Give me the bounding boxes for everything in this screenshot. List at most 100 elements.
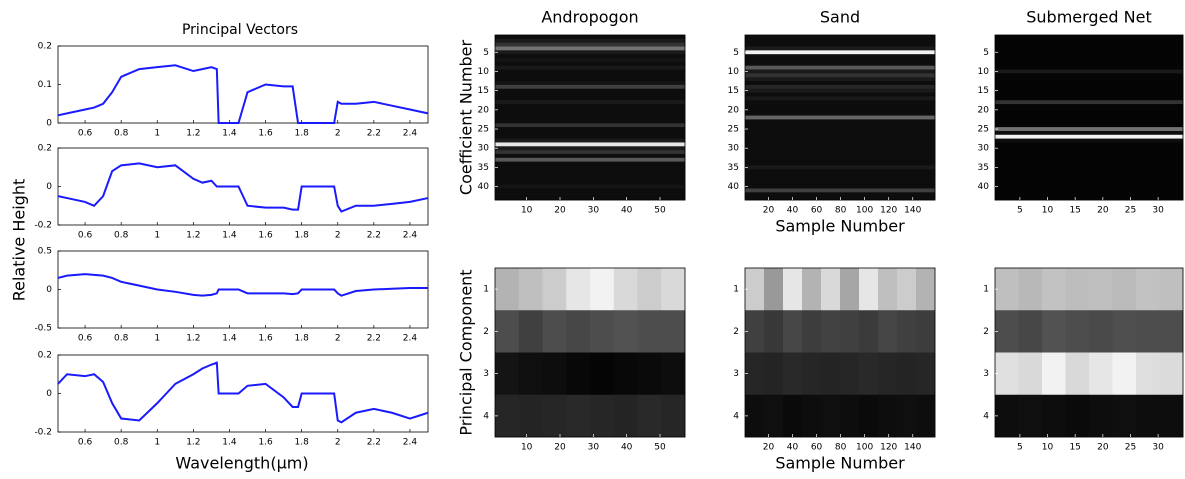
heatmap-cell — [495, 111, 686, 116]
y-tick-label: 2 — [483, 327, 489, 337]
heatmap-cell — [1112, 268, 1137, 311]
y-tick-label: 3 — [483, 369, 489, 379]
heatmap-cell — [1089, 352, 1113, 396]
heatmap-cell — [745, 196, 936, 201]
heatmap-cell — [745, 180, 936, 185]
y-tick-label: 0.2 — [38, 351, 52, 361]
heatmap-cell — [542, 352, 567, 396]
heatmap-cell — [745, 310, 765, 353]
x-tick-label: 25 — [1125, 443, 1136, 453]
heatmap-cell — [897, 394, 917, 438]
heatmap-cell — [745, 161, 936, 166]
x-tick-label: 25 — [1125, 206, 1136, 216]
y-tick-label: 25 — [478, 125, 489, 135]
heatmap-cell — [821, 310, 841, 353]
heatmap-cell — [495, 169, 686, 174]
x-tick-label: 50 — [654, 443, 666, 453]
y-axis-label: Coefficient Number — [457, 40, 476, 196]
heatmap-cell — [995, 38, 1184, 43]
heatmap-cell — [518, 352, 543, 396]
x-tick-label: 40 — [621, 206, 633, 216]
heatmap-cell — [566, 268, 591, 311]
x-tick-label: 1.2 — [186, 231, 200, 241]
x-tick-label: 2.4 — [403, 438, 418, 448]
heatmap-cell — [764, 310, 784, 353]
heatmap-cell — [495, 394, 520, 438]
heatmap-cell — [495, 42, 686, 47]
chart-title: Submerged Net — [1026, 8, 1152, 27]
x-tick-label: 1.4 — [222, 231, 237, 241]
x-tick-label: 20 — [1097, 443, 1109, 453]
x-tick-label: 40 — [621, 443, 633, 453]
heatmap-cell — [566, 352, 591, 396]
x-axis-label: Sample Number — [775, 454, 905, 473]
heatmap-cell — [745, 173, 936, 178]
heatmap-cell — [916, 268, 936, 311]
heatmap-cell — [745, 352, 765, 396]
heatmap-cell — [566, 310, 591, 353]
x-tick-label: 2 — [335, 438, 341, 448]
heatmap-cell — [745, 146, 936, 151]
chart-title: Andropogon — [541, 8, 638, 27]
heatmap-cell — [878, 352, 898, 396]
x-tick-label: 0.6 — [78, 129, 93, 139]
heatmap-cell — [745, 176, 936, 182]
heatmap-cell — [764, 394, 784, 438]
x-tick-label: 2.2 — [367, 438, 381, 448]
x-tick-label: 5 — [1017, 443, 1023, 453]
heatmap-cell — [745, 119, 936, 124]
x-tick-label: 1 — [154, 334, 160, 344]
heatmap-cell — [995, 58, 1184, 63]
heatmap-cell — [661, 352, 686, 396]
x-tick-label: 20 — [763, 206, 775, 216]
x-tick-label: 2.2 — [367, 231, 381, 241]
heatmap-cell — [1042, 310, 1066, 353]
heatmap-cell — [495, 69, 686, 74]
heatmap-cell — [840, 352, 860, 396]
heatmap-cell — [995, 81, 1184, 86]
y-tick-label: 5 — [983, 48, 989, 58]
heatmap-cell — [745, 58, 936, 63]
data-line — [57, 361, 429, 424]
heatmap-cell — [995, 107, 1184, 113]
x-tick-label: 0.6 — [78, 231, 93, 241]
data-line — [57, 162, 429, 213]
heatmap-cell — [859, 268, 879, 311]
x-tick-label: 120 — [880, 443, 897, 453]
plot-frame — [744, 267, 936, 438]
heatmap-cell — [995, 61, 1184, 66]
heatmap-cell — [745, 54, 936, 59]
heatmap-cell — [1042, 352, 1066, 396]
y-tick-label: -0.2 — [34, 428, 52, 438]
heatmap-cell — [637, 310, 662, 353]
data-line — [57, 273, 428, 297]
x-tick-label: 10 — [1042, 443, 1054, 453]
y-tick-label: -0.2 — [34, 221, 52, 231]
heatmap-cell — [995, 84, 1184, 90]
heatmap-cell — [495, 173, 686, 178]
heatmap-cell — [995, 73, 1184, 78]
x-tick-label: 1.4 — [222, 129, 237, 139]
heatmap-cell — [495, 54, 686, 59]
heatmap-cell — [745, 142, 936, 147]
heatmap-cell — [1018, 394, 1043, 438]
x-tick-label: 2 — [335, 231, 341, 241]
heatmap-cell — [495, 46, 686, 51]
heatmap-cell — [495, 104, 686, 109]
heatmap-cell — [995, 127, 1184, 132]
heatmap-cell — [495, 142, 686, 147]
heatmap-cell — [495, 146, 686, 151]
heatmap-cell — [995, 161, 1184, 166]
heatmap-cell — [590, 268, 615, 311]
heatmap-cell — [745, 65, 936, 70]
heatmap-cell — [1018, 268, 1043, 311]
x-tick-label: 2.4 — [403, 334, 418, 344]
x-tick-label: 1.6 — [258, 334, 273, 344]
heatmap-cell — [995, 150, 1184, 155]
x-tick-label: 10 — [521, 443, 533, 453]
x-tick-label: 1.2 — [186, 334, 200, 344]
heatmap-cell — [745, 50, 936, 55]
y-tick-label: 0 — [46, 285, 52, 295]
heatmap-cell — [1112, 310, 1137, 353]
y-tick-label: 3 — [983, 369, 989, 379]
